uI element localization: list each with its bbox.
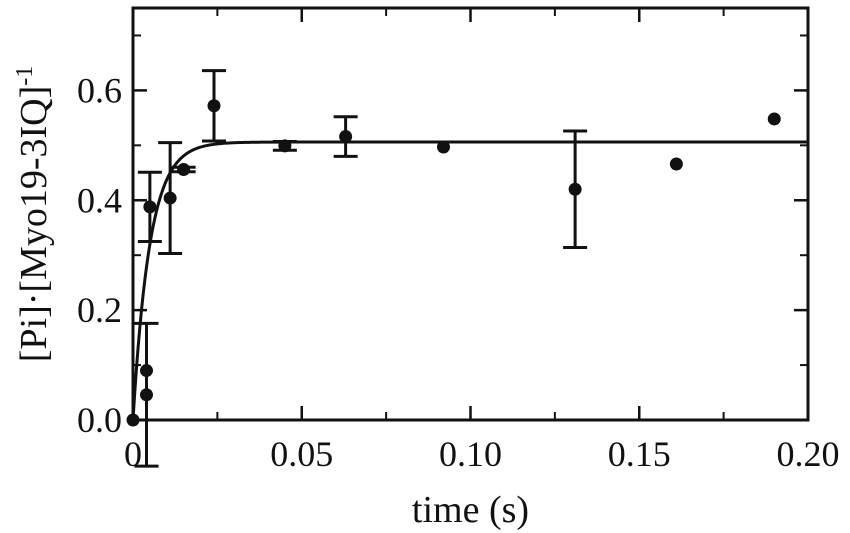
data-point-9 [437,140,450,154]
data-point-12 [767,112,781,126]
x-tick-label: 0 [124,434,142,474]
data-point-2 [140,388,153,402]
data-point-10 [568,182,582,196]
x-tick-label: 0.10 [439,434,502,474]
x-axis-title: time (s) [412,489,529,531]
y-tick-label: 0.0 [77,400,122,440]
data-point-11 [669,157,683,171]
x-tick-label: 0.15 [608,434,671,474]
y-tick-label: 0.6 [77,70,122,110]
data-point-5 [177,163,191,177]
axes-layer: 0 0.05 0.10 0.15 0.20 0.0 0.2 0.4 0.6 time (s) [Pi… [12,6,840,531]
x-tick-label: 0.20 [777,434,840,474]
data-point-4 [163,191,177,205]
y-tick-label: 0.2 [77,290,122,330]
marks-layer [126,69,781,468]
fit-curve [131,140,808,421]
y-tick-label: 0.4 [77,180,122,220]
data-point-7 [278,139,292,153]
y-axis-title: [Pi]·[Myo19-3IQ]-1 [12,66,55,363]
x-tick-label: 0.05 [270,434,333,474]
y-axis-title-main: [Pi]·[Myo19-3IQ] [13,86,55,363]
data-point-6 [207,99,221,113]
data-point-3 [143,200,157,214]
y-axis-title-superscript: -1 [12,66,38,86]
plot-frame [131,6,810,422]
fit-layer [131,140,808,421]
data-point-8 [339,130,353,144]
